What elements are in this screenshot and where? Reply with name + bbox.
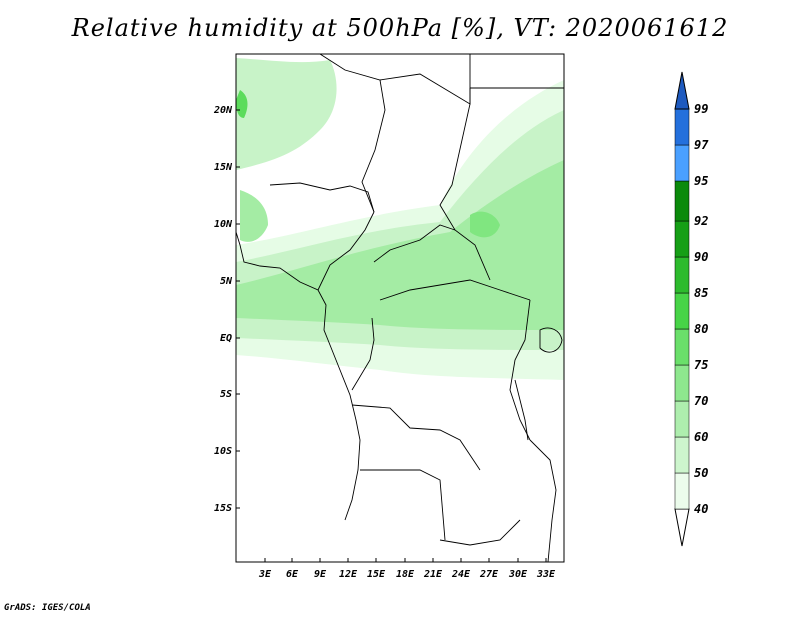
border-chad-car xyxy=(373,224,456,263)
colorbar-segment-97-99 xyxy=(674,108,690,146)
lon-label-21e: 21E xyxy=(423,569,443,580)
colorbar-lower-triangle xyxy=(674,508,690,547)
lon-label-9e: 9E xyxy=(314,569,327,580)
colorbar-segment-85-90 xyxy=(674,256,690,294)
lat-label-20n: 20N xyxy=(213,105,233,116)
lon-label-18e: 18E xyxy=(396,569,415,580)
border-car-south xyxy=(379,279,531,301)
humidity-northwest xyxy=(236,58,337,170)
colorbar-label-95: 95 xyxy=(694,174,708,188)
humidity-shading xyxy=(236,58,564,380)
border-algeria-niger xyxy=(319,54,471,105)
colorbar-segment-80-85 xyxy=(674,292,690,330)
humidity-core-east xyxy=(470,211,500,238)
latitude-ticks xyxy=(236,109,240,509)
colorbar-upper-triangle xyxy=(674,71,690,110)
lat-label-15s: 15S xyxy=(214,503,232,514)
colorbar-label-90: 90 xyxy=(694,250,708,264)
colorbar-label-50: 50 xyxy=(694,466,708,480)
colorbar-label-80: 80 xyxy=(694,322,708,336)
lon-label-27e: 27E xyxy=(479,569,499,580)
border-niger-nigeria xyxy=(269,182,375,213)
colorbar-label-85: 85 xyxy=(694,286,708,300)
colorbar-segment-60-70 xyxy=(674,400,690,438)
colorbar-segment-90-92 xyxy=(674,220,690,258)
lake-victoria xyxy=(539,327,563,353)
lon-label-33e: 33E xyxy=(536,569,556,580)
border-nigeria-cameroon xyxy=(317,211,375,291)
colorbar-label-75: 75 xyxy=(694,358,708,372)
grads-credit: GrADS: IGES/COLA xyxy=(4,603,91,613)
lake-tanganyika xyxy=(514,379,529,441)
lat-label-10n: 10N xyxy=(214,219,233,230)
lat-label-eq: EQ xyxy=(220,333,232,344)
colorbar-segment-95-97 xyxy=(674,144,690,182)
lat-label-5s: 5S xyxy=(220,389,232,400)
country-borders xyxy=(236,54,564,562)
longitude-axis: 3E 6E 9E 12E 15E 18E 21E 24E 27E 30E 33E xyxy=(258,569,556,580)
border-tanzania xyxy=(529,439,557,562)
colorbar-label-92: 92 xyxy=(694,214,708,228)
colorbar-label-99: 99 xyxy=(694,102,708,116)
lon-label-24e: 24E xyxy=(451,569,471,580)
map-frame xyxy=(235,53,565,563)
latitude-axis: 20N 15N 10N 5N EQ 5S 10S 15S xyxy=(213,105,233,514)
lon-label-15e: 15E xyxy=(367,569,386,580)
coastline-west-africa xyxy=(236,231,361,521)
colorbar-label-70: 70 xyxy=(694,394,708,408)
colorbar-segment-70-75 xyxy=(674,364,690,402)
lat-label-5n: 5N xyxy=(220,276,233,287)
border-congo-drc xyxy=(351,317,375,391)
lat-label-10s: 10S xyxy=(214,446,232,457)
colorbar-labels: 40 50 60 70 75 80 85 90 92 95 97 99 xyxy=(694,102,709,516)
lon-label-12e: 12E xyxy=(339,569,358,580)
colorbar-label-97: 97 xyxy=(694,138,709,152)
humidity-core-west xyxy=(236,90,248,118)
colorbar-segment-50-60 xyxy=(674,436,690,474)
border-chad-sudan xyxy=(439,103,491,281)
lon-label-3e: 3E xyxy=(258,569,272,580)
chart-title: Relative humidity at 500hPa [%], VT: 202… xyxy=(71,14,729,42)
border-drc-east xyxy=(509,299,531,441)
colorbar-label-60: 60 xyxy=(694,430,708,444)
border-angola-zambia xyxy=(360,469,446,541)
longitude-ticks xyxy=(264,558,547,562)
border-niger-chad xyxy=(361,79,386,213)
colorbar xyxy=(674,71,690,547)
colorbar-label-40: 40 xyxy=(694,502,708,516)
lat-label-15n: 15N xyxy=(214,162,233,173)
colorbar-segment-40-50 xyxy=(674,472,690,510)
lon-label-6e: 6E xyxy=(286,569,299,580)
humidity-west-patch xyxy=(240,190,268,242)
colorbar-segment-92-95 xyxy=(674,180,690,222)
humidity-band-60 xyxy=(236,160,564,330)
colorbar-segment-75-80 xyxy=(674,328,690,366)
border-zambia-south xyxy=(439,519,521,546)
border-drc-angola xyxy=(351,404,481,471)
lon-label-30e: 30E xyxy=(508,569,528,580)
